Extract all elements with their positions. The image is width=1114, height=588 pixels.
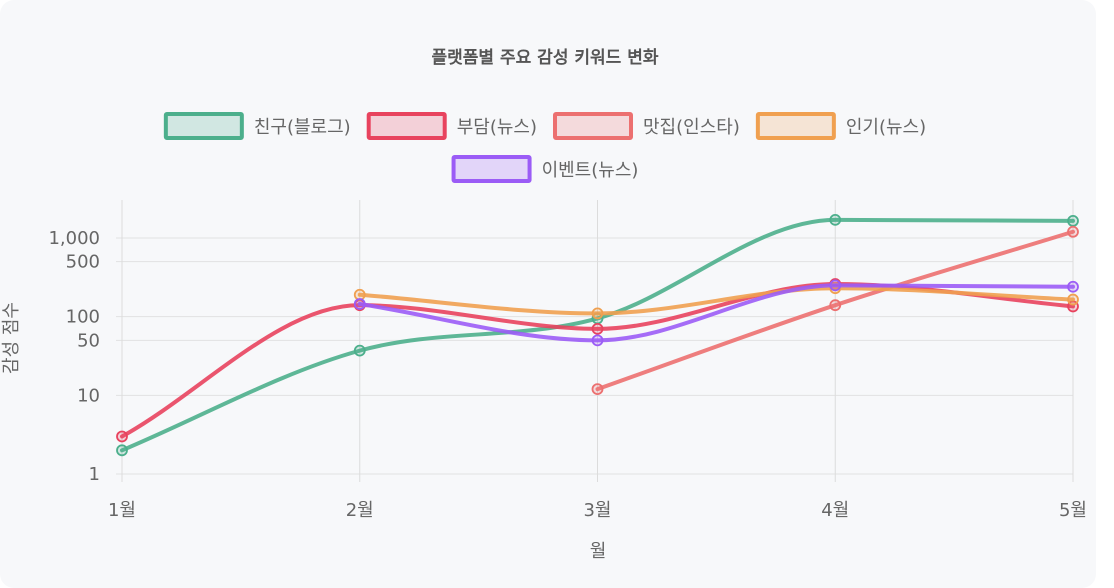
- legend-item[interactable]: 맛집(인스타): [553, 112, 740, 140]
- data-point[interactable]: [829, 299, 842, 312]
- x-tick-label: 1월: [108, 500, 136, 521]
- data-point[interactable]: [1067, 225, 1079, 238]
- legend-label: 부담(뉴스): [457, 117, 537, 138]
- data-point[interactable]: [116, 444, 128, 457]
- legend-swatch: [755, 112, 836, 140]
- x-axis-label: 월: [590, 541, 607, 562]
- y-tick-label: 10: [77, 385, 100, 406]
- chart-series: [116, 213, 1079, 457]
- x-tick-label: 3월: [583, 500, 611, 521]
- legend-item[interactable]: 친구(블로그): [163, 112, 351, 140]
- legend-swatch: [451, 155, 532, 183]
- x-tick-label: 4월: [821, 500, 849, 521]
- y-axis-label: 감성 점수: [1, 302, 22, 374]
- series-5: [353, 279, 1079, 347]
- data-point[interactable]: [591, 383, 604, 396]
- series-line: [357, 283, 1075, 343]
- series-line: [595, 229, 1075, 392]
- data-point[interactable]: [829, 279, 842, 292]
- y-tick-label: 100: [66, 307, 100, 328]
- chart-legend: 친구(블로그) 부담(뉴스) 맛집(인스타) 인기(뉴스) 이벤트(뉴스): [163, 112, 926, 183]
- series-3: [591, 225, 1079, 396]
- data-point[interactable]: [829, 213, 842, 226]
- data-point[interactable]: [1067, 214, 1079, 227]
- legend-swatch: [366, 112, 447, 140]
- data-point[interactable]: [353, 298, 366, 310]
- legend-item[interactable]: 부담(뉴스): [366, 112, 537, 140]
- data-point[interactable]: [591, 322, 604, 335]
- data-point[interactable]: [1067, 280, 1079, 293]
- legend-label: 맛집(인스타): [643, 117, 740, 138]
- legend-swatch: [553, 112, 633, 140]
- y-tick-label: 500: [66, 252, 100, 273]
- legend-item[interactable]: 인기(뉴스): [755, 112, 926, 140]
- data-point[interactable]: [591, 334, 604, 347]
- y-tick-label: 1,000: [48, 228, 100, 249]
- y-tick-label: 1: [89, 464, 100, 485]
- x-tick-label: 5월: [1059, 500, 1087, 521]
- data-point[interactable]: [591, 307, 604, 320]
- legend-item[interactable]: 이벤트(뉴스): [451, 155, 639, 183]
- legend-swatch: [163, 112, 244, 140]
- series-4: [353, 282, 1079, 320]
- legend-label: 이벤트(뉴스): [542, 160, 639, 181]
- x-axis-ticks: 1월 2월 3월 4월 5월: [108, 500, 1087, 521]
- legend-label: 친구(블로그): [254, 117, 351, 138]
- chart-title: 플랫폼별 주요 감성 키워드 변화: [432, 48, 659, 68]
- data-point[interactable]: [1067, 293, 1079, 306]
- y-tick-label: 50: [77, 330, 100, 351]
- x-tick-label: 2월: [346, 500, 374, 521]
- series-line: [357, 286, 1075, 316]
- legend-label: 인기(뉴스): [846, 117, 926, 138]
- data-point[interactable]: [116, 430, 128, 443]
- data-point[interactable]: [353, 344, 366, 357]
